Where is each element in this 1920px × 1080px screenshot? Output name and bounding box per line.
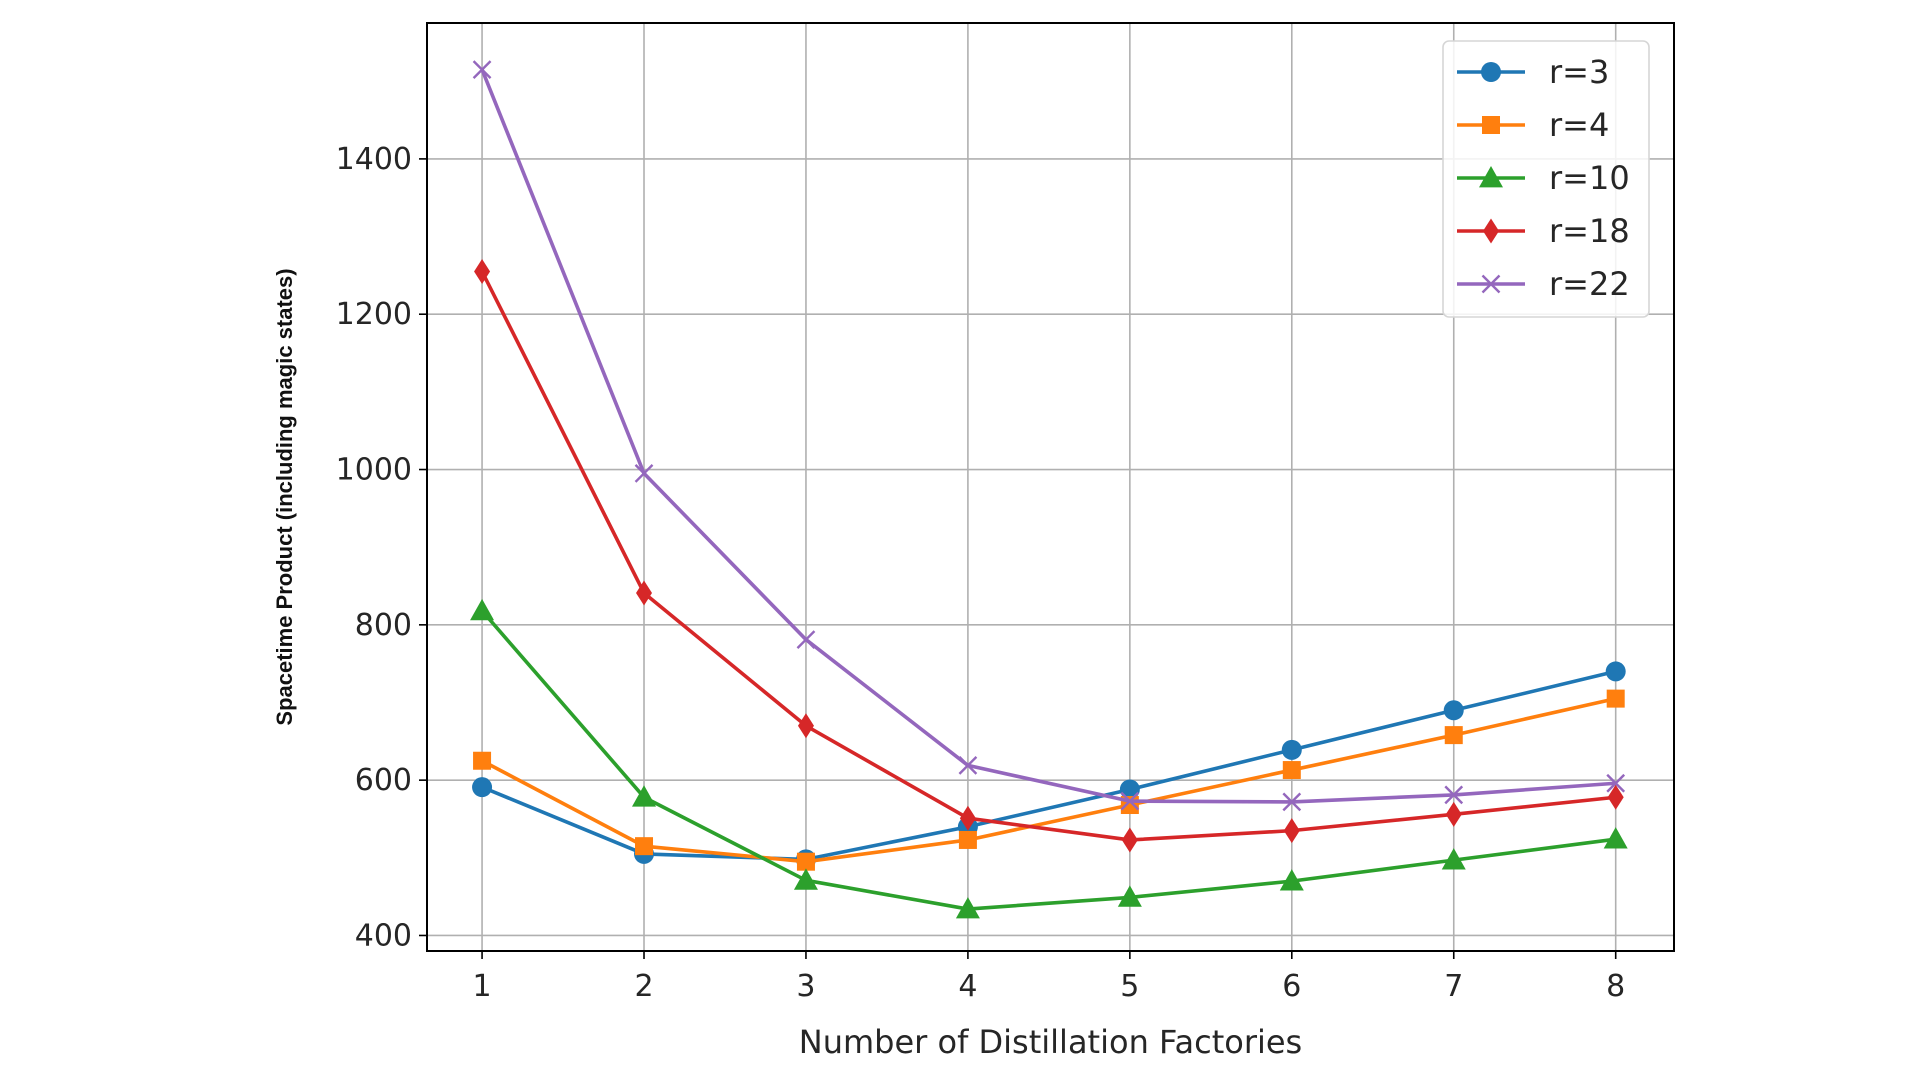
data-point: [1282, 792, 1302, 812]
series-line: [480, 609, 1616, 911]
data-point: [1444, 785, 1464, 805]
series-r=18: [474, 259, 1624, 853]
legend-label: r=10: [1549, 159, 1630, 197]
data-point: [1120, 791, 1140, 811]
ticks: 1 2 3 4 5 6 7 8 400 600 800 1000 1200 1400: [336, 142, 1626, 1004]
series-line: [481, 669, 1617, 862]
data-point: [797, 713, 814, 739]
x-tick-label: 6: [1282, 969, 1301, 1004]
data-point: [473, 751, 492, 770]
legend-entry: r=4: [1457, 106, 1609, 144]
legend-marker: [1482, 116, 1500, 134]
y-tick-label: 1200: [336, 297, 412, 332]
data-point: [1279, 869, 1304, 891]
data-point: [634, 464, 654, 483]
legend-label: r=3: [1549, 53, 1609, 91]
legend-marker: [1483, 218, 1499, 244]
data-point: [958, 830, 977, 849]
series-r=22: [472, 60, 1626, 812]
y-tick-label: 1000: [336, 453, 412, 488]
legend-marker: [1479, 166, 1503, 188]
data-point: [959, 805, 976, 831]
data-point: [1606, 773, 1626, 793]
legend-marker: [1481, 274, 1501, 294]
y-tick-label: 800: [355, 608, 412, 643]
series-line: [480, 270, 1616, 842]
x-tick-label: 8: [1606, 969, 1625, 1004]
data-point: [1281, 739, 1302, 760]
x-tick-label: 1: [473, 969, 492, 1004]
data-point: [472, 60, 492, 79]
data-point: [1605, 661, 1626, 682]
data-point: [1121, 827, 1138, 853]
x-tick-label: 4: [958, 969, 977, 1004]
data-point: [636, 580, 653, 606]
data-point: [635, 837, 654, 856]
y-axis-title: Spacetime Product (including magic state…: [272, 268, 297, 725]
x-tick-label: 3: [796, 969, 815, 1004]
legend-label: r=22: [1549, 265, 1630, 303]
legend-entry: r=22: [1457, 265, 1630, 303]
plot-frame: [426, 22, 1675, 952]
legend-entry: r=10: [1457, 159, 1630, 197]
data-point: [796, 630, 816, 649]
y-tick-label: 400: [355, 918, 412, 953]
data-point: [793, 868, 818, 890]
x-tick-label: 5: [1120, 969, 1139, 1004]
x-tick-label: 2: [634, 969, 653, 1004]
data-point: [1282, 761, 1301, 780]
legend-entry: r=3: [1457, 53, 1609, 91]
data-point: [1441, 848, 1466, 870]
legend: r=3 r=4 r=10 r=18 r=22: [1442, 40, 1650, 318]
legend-label: r=18: [1549, 212, 1630, 250]
data-point: [1607, 784, 1624, 810]
data-point: [472, 777, 493, 798]
legend-box: [1442, 40, 1650, 318]
data-point: [1117, 885, 1142, 907]
x-axis-title: Number of Distillation Factories: [799, 1023, 1302, 1061]
series-line: [481, 696, 1617, 864]
data-point: [955, 897, 980, 919]
legend-label: r=4: [1549, 106, 1609, 144]
series-r=10: [470, 598, 1628, 919]
x-tick-label: 7: [1444, 969, 1463, 1004]
data-point: [1444, 726, 1463, 745]
series-layer: [470, 60, 1628, 919]
legend-entry: r=18: [1457, 212, 1630, 250]
data-point: [1603, 827, 1628, 849]
data-point: [1445, 801, 1462, 827]
data-point: [958, 756, 978, 775]
data-point: [1606, 689, 1625, 708]
data-point: [1283, 818, 1300, 844]
y-tick-label: 600: [355, 763, 412, 798]
data-point: [1443, 700, 1464, 721]
series-r=4: [473, 689, 1625, 871]
data-point: [632, 785, 657, 807]
legend-marker: [1481, 62, 1501, 82]
y-tick-label: 1400: [336, 142, 412, 177]
data-point: [796, 852, 815, 871]
data-point: [470, 598, 495, 621]
series-line: [480, 68, 1616, 804]
data-point: [474, 259, 491, 285]
